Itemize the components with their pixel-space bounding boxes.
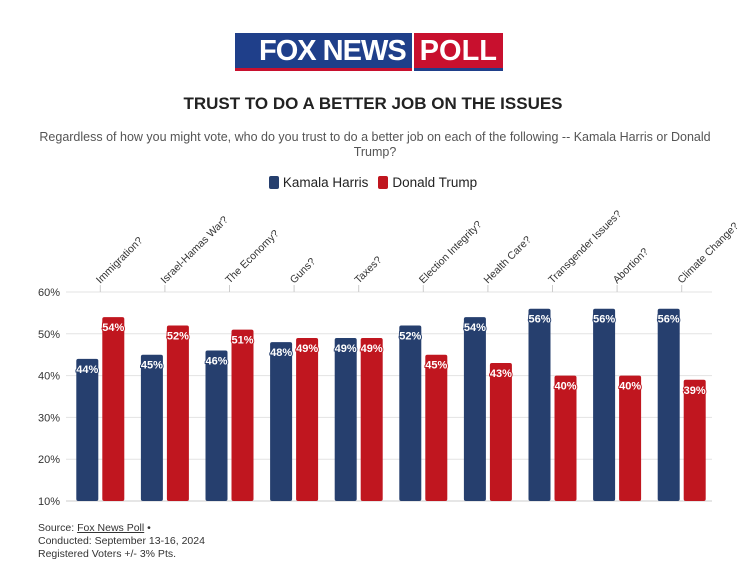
data-label: 49% xyxy=(335,343,357,355)
bar-trump xyxy=(683,379,706,501)
legend: Kamala Harris Donald Trump xyxy=(0,175,746,190)
bar-harris xyxy=(76,358,99,501)
chart-title: TRUST TO DO A BETTER JOB ON THE ISSUES xyxy=(183,94,563,113)
bar-harris xyxy=(528,308,551,501)
data-label: 39% xyxy=(684,385,706,397)
logo-fox-news: FOX NEWS xyxy=(235,33,412,71)
x-tick-label: Climate Change? xyxy=(675,220,741,286)
data-label: 56% xyxy=(593,314,615,326)
data-label: 56% xyxy=(658,314,680,326)
data-label: 54% xyxy=(102,322,124,334)
x-tick-label: The Economy? xyxy=(223,228,282,287)
bar-harris xyxy=(270,342,293,501)
bar-harris xyxy=(593,308,616,501)
legend-swatch-trump xyxy=(378,176,389,189)
bar-trump xyxy=(425,354,448,501)
y-tick-label: 10% xyxy=(38,496,60,508)
bar-trump xyxy=(102,317,125,501)
data-label: 43% xyxy=(490,368,512,380)
data-label: 44% xyxy=(76,364,98,376)
chart-subtitle: Regardless of how you might vote, who do… xyxy=(39,130,711,159)
x-tick-label: Election Integrity? xyxy=(417,219,485,287)
y-tick-label: 60% xyxy=(38,287,60,299)
bar-trump xyxy=(166,325,189,501)
margin-of-error: Registered Voters +/- 3% Pts. xyxy=(38,548,177,560)
fox-news-poll-logo: FOX NEWS POLL xyxy=(235,33,504,71)
x-tick-label: Taxes? xyxy=(352,254,384,286)
source-suffix: • xyxy=(144,522,151,534)
x-tick-label: Guns? xyxy=(288,256,318,286)
data-label: 52% xyxy=(167,330,189,342)
conducted-date: Conducted: September 13-16, 2024 xyxy=(38,535,205,547)
data-label: 40% xyxy=(619,381,641,393)
y-tick-label: 40% xyxy=(38,371,60,383)
bar-trump xyxy=(296,337,319,501)
data-label: 54% xyxy=(464,322,486,334)
y-tick-label: 20% xyxy=(38,454,60,466)
legend-label-trump: Donald Trump xyxy=(392,175,478,190)
data-label: 45% xyxy=(425,360,447,372)
legend-item-trump[interactable]: Donald Trump xyxy=(378,175,477,190)
data-label: 48% xyxy=(270,347,292,359)
bar-trump xyxy=(554,375,577,501)
data-label: 49% xyxy=(361,343,383,355)
data-label: 51% xyxy=(231,335,253,347)
bar-harris xyxy=(657,308,680,501)
bar-harris xyxy=(334,337,357,501)
data-label: 45% xyxy=(141,360,163,372)
bar-trump xyxy=(489,363,512,501)
x-tick-label: Transgender Issues? xyxy=(546,208,624,286)
y-tick-label: 50% xyxy=(38,329,60,341)
footer: Source: Fox News Poll • Conducted: Septe… xyxy=(38,522,205,561)
bar-harris xyxy=(463,317,486,501)
bar-trump xyxy=(231,329,254,501)
x-tick-label: Immigration? xyxy=(94,235,146,287)
bar-harris xyxy=(205,350,228,501)
bar-trump xyxy=(619,375,642,501)
bar-harris xyxy=(399,325,422,501)
data-label: 46% xyxy=(205,356,227,368)
data-label: 49% xyxy=(296,343,318,355)
legend-item-harris[interactable]: Kamala Harris xyxy=(268,175,369,190)
bar-trump xyxy=(360,337,383,501)
data-label: 56% xyxy=(528,314,550,326)
x-tick-label: Israel-Hamas War? xyxy=(159,214,231,286)
x-tick-label: Health Care? xyxy=(482,234,534,286)
legend-label-harris: Kamala Harris xyxy=(282,175,369,190)
y-tick-label: 30% xyxy=(38,412,60,424)
data-label: 52% xyxy=(399,330,421,342)
x-tick-label: Abortion? xyxy=(611,246,651,286)
source-label: Source: xyxy=(38,522,75,534)
data-label: 40% xyxy=(554,381,576,393)
logo-poll: POLL xyxy=(413,33,504,71)
legend-swatch-harris xyxy=(268,176,279,189)
bar-harris xyxy=(140,354,163,501)
source-link[interactable]: Fox News Poll xyxy=(77,522,145,534)
